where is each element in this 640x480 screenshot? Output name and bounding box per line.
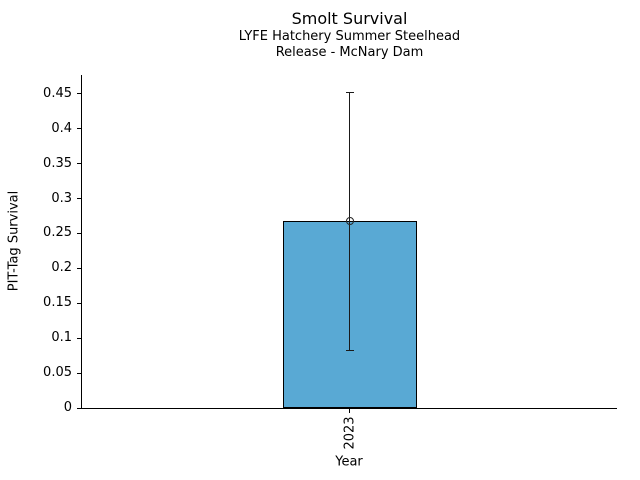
y-tick-label: 0	[63, 400, 72, 415]
y-tick-label: 0.1	[51, 330, 72, 346]
y-tick-label: 0.35	[43, 155, 72, 171]
x-tick	[349, 408, 350, 413]
y-tick-label: 0.25	[43, 225, 72, 241]
y-tick-label: 0.45	[43, 85, 72, 101]
y-tick	[77, 302, 82, 304]
chart-subtitle-line2: Release - McNary Dam	[275, 45, 424, 60]
y-tick-label: 0.2	[51, 260, 72, 276]
title-block: Smolt Survival LYFE Hatchery Summer Stee…	[82, 9, 617, 61]
x-tick-label-2023: 2023	[342, 416, 357, 450]
y-tick	[77, 267, 82, 269]
y-tick	[77, 93, 82, 95]
y-tick	[77, 407, 82, 409]
chart-title: Smolt Survival	[291, 9, 408, 28]
mean-marker	[345, 216, 354, 225]
y-tick-label: 0.05	[43, 365, 72, 381]
error-bar-cap-top	[345, 91, 354, 93]
y-tick	[77, 163, 82, 165]
x-axis-label: Year	[335, 454, 363, 470]
y-tick-label: 0.3	[51, 190, 72, 206]
y-tick	[77, 337, 82, 339]
y-tick-label: 0.4	[51, 120, 72, 136]
plot-area: 0 0.05 0.1 0.15 0.2 0.25 0.3 0.35 0.4 0.45 2023	[43, 75, 617, 450]
y-tick	[77, 232, 82, 234]
chart-subtitle-line1: LYFE Hatchery Summer Steelhead	[238, 29, 461, 44]
error-bar-cap-bottom	[345, 349, 354, 351]
y-tick	[77, 372, 82, 374]
y-tick	[77, 128, 82, 130]
y-tick-label: 0.15	[43, 295, 72, 311]
y-tick	[77, 198, 82, 200]
